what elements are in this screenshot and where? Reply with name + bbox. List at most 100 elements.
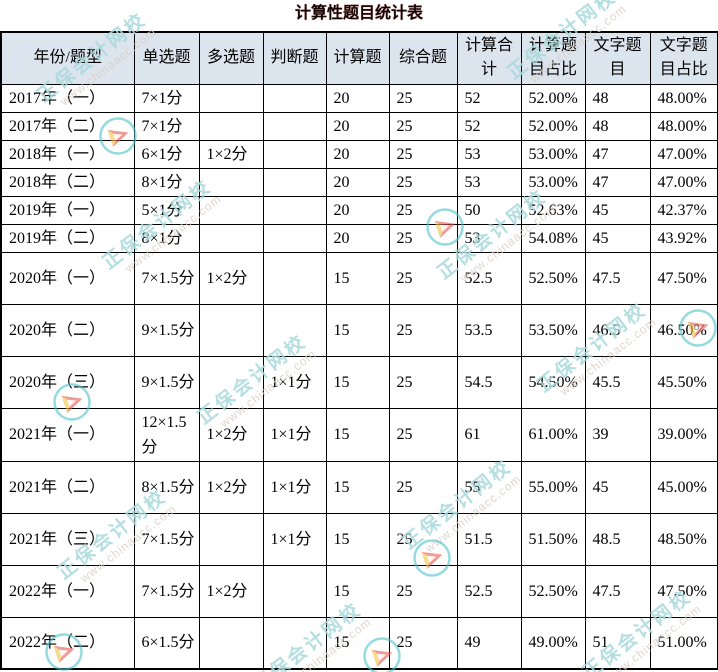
value-cell: 47 [584,167,651,197]
year-exam-cell: 2021年（三） [0,512,135,566]
value-cell: 9×1.5分 [133,303,200,357]
value-cell [198,303,264,357]
table-row: 2020年（三） 9×1.5分 1×1分 15 25 54.5 54.50% 45.5 45.5… [0,355,718,409]
value-cell: 48 [584,83,651,113]
value-cell: 25 [388,223,458,253]
value-cell: 61.00% [520,407,586,462]
value-cell: 47.50% [649,564,718,618]
value-cell: 50 [456,195,522,225]
value-cell: 53 [456,139,522,169]
value-cell: 51.5 [456,512,522,566]
value-cell [198,83,264,113]
value-cell: 7×1.5分 [133,512,200,566]
value-cell: 25 [388,512,458,566]
value-cell: 25 [388,167,458,197]
table-row: 2021年（二） 8×1.5分 1×2分 1×1分 15 25 55 55.00% 45 45.0… [0,460,718,514]
value-cell: 49.00% [520,616,586,670]
value-cell [262,139,327,169]
value-cell: 53 [456,223,522,253]
value-cell: 20 [325,83,390,113]
year-exam-cell: 2020年（三） [0,355,135,409]
year-exam-cell: 2019年（一） [0,195,135,225]
value-cell: 61 [456,407,522,462]
value-cell: 53.00% [520,139,586,169]
value-cell: 43.92% [649,223,718,253]
value-cell: 45 [584,223,651,253]
table-row: 2017年（二） 7×1分 20 25 52 52.00% 48 48.00% [0,111,718,141]
value-cell: 25 [388,303,458,357]
value-cell: 48.50% [649,512,718,566]
value-cell: 53.5 [456,303,522,357]
table-row: 2018年（二） 8×1分 20 25 53 53.00% 47 47.00% [0,167,718,197]
col-header-calculation: 计算题 [325,31,390,85]
value-cell [198,111,264,141]
col-header-text-percentage: 文字题目占比 [649,31,718,85]
value-cell: 47.5 [584,251,651,305]
value-cell: 52.00% [520,111,586,141]
value-cell [262,83,327,113]
value-cell: 53.50% [520,303,586,357]
value-cell: 48 [584,111,651,141]
value-cell: 48.00% [649,111,718,141]
value-cell: 8×1分 [133,167,200,197]
value-cell: 20 [325,223,390,253]
value-cell: 52.5 [456,564,522,618]
value-cell: 25 [388,460,458,514]
value-cell: 12×1.5分 [133,407,200,462]
col-header-true-false: 判断题 [262,31,327,85]
value-cell: 52.63% [520,195,586,225]
value-cell: 46.50% [649,303,718,357]
year-exam-cell: 2021年（二） [0,460,135,514]
year-exam-cell: 2022年（一） [0,564,135,618]
table-row: 2017年（一） 7×1分 20 25 52 52.00% 48 48.00% [0,83,718,113]
value-cell: 47.5 [584,564,651,618]
value-cell: 25 [388,564,458,618]
value-cell: 1×2分 [198,139,264,169]
value-cell: 1×1分 [262,512,327,566]
value-cell: 52 [456,111,522,141]
value-cell [262,111,327,141]
value-cell: 47.00% [649,139,718,169]
value-cell: 25 [388,616,458,670]
table-body: 2017年（一） 7×1分 20 25 52 52.00% 48 48.00% 2017年（二）… [0,83,718,670]
value-cell: 54.08% [520,223,586,253]
value-cell: 8×1.5分 [133,460,200,514]
value-cell: 1×2分 [198,407,264,462]
table-row: 2019年（二） 8×1分 20 25 53 54.08% 45 43.92% [0,223,718,253]
table-row: 2020年（一） 7×1.5分 1×2分 15 25 52.5 52.50% 47.5 47.5… [0,251,718,305]
value-cell [262,564,327,618]
value-cell [198,167,264,197]
year-exam-cell: 2020年（一） [0,251,135,305]
value-cell: 15 [325,460,390,514]
value-cell: 1×2分 [198,460,264,514]
value-cell: 25 [388,195,458,225]
value-cell [198,512,264,566]
value-cell: 39 [584,407,651,462]
value-cell [262,251,327,305]
value-cell: 6×1.5分 [133,616,200,670]
value-cell: 1×1分 [262,460,327,514]
value-cell: 15 [325,407,390,462]
value-cell: 39.00% [649,407,718,462]
value-cell: 7×1分 [133,83,200,113]
year-exam-cell: 2018年（一） [0,139,135,169]
table-row: 2019年（一） 5×1分 20 25 50 52.63% 45 42.37% [0,195,718,225]
value-cell: 1×2分 [198,251,264,305]
value-cell: 55.00% [520,460,586,514]
year-exam-cell: 2017年（二） [0,111,135,141]
value-cell: 20 [325,195,390,225]
value-cell: 8×1分 [133,223,200,253]
value-cell: 5×1分 [133,195,200,225]
col-header-year-type: 年份/题型 [0,31,135,85]
value-cell [198,223,264,253]
value-cell: 20 [325,139,390,169]
value-cell: 52.50% [520,251,586,305]
value-cell: 46.5 [584,303,651,357]
value-cell: 52.5 [456,251,522,305]
value-cell: 47 [584,139,651,169]
year-exam-cell: 2017年（一） [0,83,135,113]
value-cell: 48.5 [584,512,651,566]
value-cell: 42.37% [649,195,718,225]
year-exam-cell: 2019年（二） [0,223,135,253]
